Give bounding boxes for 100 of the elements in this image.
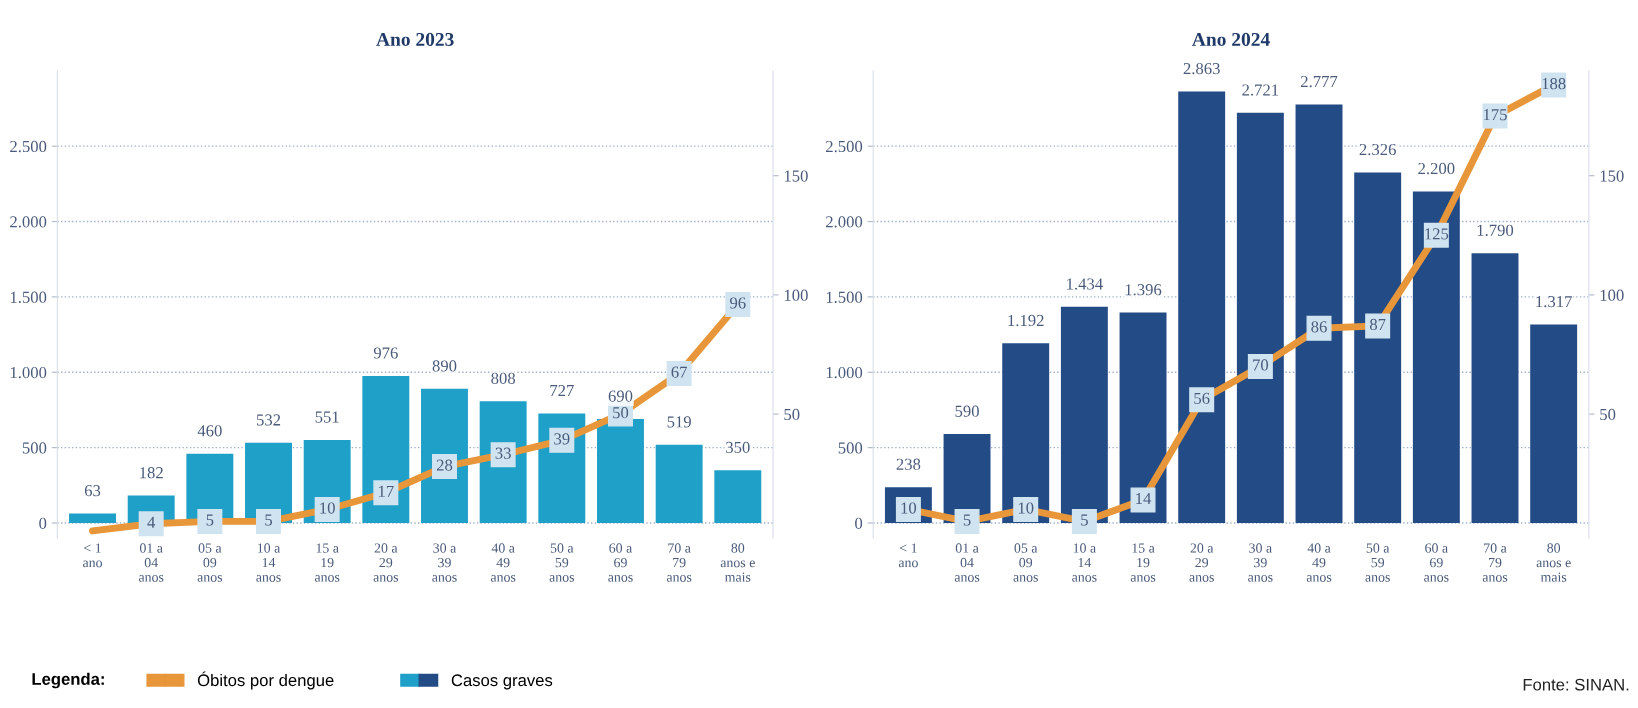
data-label: 70 — [1253, 359, 1269, 371]
data-label: 67 — [671, 366, 687, 378]
x-tick-label: 60 a 69 anos — [1424, 543, 1449, 582]
data-label: 56 — [1194, 392, 1210, 404]
data-label: 39 — [554, 433, 570, 445]
x-tick-label: 20 a 29 anos — [373, 543, 399, 582]
y-tick-label: 500 — [22, 442, 47, 454]
bar — [1060, 306, 1108, 524]
bar — [1295, 104, 1343, 524]
data-label: 5 — [1081, 514, 1088, 526]
data-label: 1.192 — [1008, 314, 1044, 327]
x-tick-label: 20 a 29 anos — [1189, 543, 1214, 582]
data-label: 5 — [206, 514, 214, 526]
data-label: 5 — [265, 514, 273, 526]
data-label: 96 — [730, 297, 746, 309]
data-label: 182 — [140, 467, 163, 479]
data-label: 125 — [1425, 228, 1449, 240]
x-tick-label: 01 a 04 anos — [954, 543, 980, 582]
data-label: 86 — [1311, 321, 1327, 333]
data-label: 33 — [495, 447, 511, 459]
x-tick-label: 60 a 69 anos — [608, 543, 633, 582]
data-label: 690 — [608, 390, 633, 402]
data-label: 5 — [963, 514, 971, 526]
x-tick-label: 40 a 49 anos — [1306, 543, 1332, 582]
data-label: 10 — [320, 502, 335, 514]
x-tick-label: < 1 ano — [82, 543, 103, 568]
data-label: 1.434 — [1067, 278, 1103, 290]
y-tick-label: 1.000 — [826, 366, 863, 379]
data-label: 28 — [436, 459, 453, 471]
y-tick-label: 0 — [855, 517, 863, 529]
y2-tick-label: 150 — [1600, 170, 1624, 182]
chart-title: Ano 2024 — [1192, 32, 1270, 46]
bar — [1412, 191, 1460, 524]
legend-label: Óbitos por dengue — [197, 671, 334, 690]
bar — [1354, 172, 1402, 524]
y-tick-label: 2.000 — [10, 216, 47, 228]
y2-tick-label: 50 — [784, 408, 800, 421]
data-label: 976 — [373, 347, 398, 359]
data-label: 532 — [256, 414, 281, 426]
data-label: 17 — [378, 485, 394, 497]
bar — [1530, 324, 1578, 524]
x-tick-label: 40 a 49 anos — [490, 543, 516, 582]
y2-tick-label: 100 — [784, 289, 808, 301]
data-label: 1.317 — [1536, 296, 1572, 308]
bar — [655, 444, 703, 524]
y-tick-label: 1.500 — [826, 291, 863, 303]
y2-tick-label: 100 — [1600, 289, 1624, 301]
x-tick-label: 01 a 04 anos — [138, 543, 164, 582]
data-label: 519 — [667, 416, 691, 428]
bar — [1119, 312, 1167, 524]
data-label: 1.396 — [1125, 284, 1162, 296]
data-label: 175 — [1483, 109, 1507, 121]
x-tick-label: 50 a 59 anos — [1365, 543, 1390, 582]
data-label: 87 — [1369, 318, 1386, 331]
data-label: 238 — [896, 458, 921, 470]
y-tick-label: 500 — [838, 442, 863, 454]
bar — [1002, 343, 1050, 524]
legend-title: Legenda: — [32, 672, 104, 689]
x-tick-label: 15 a 19 anos — [1130, 543, 1156, 582]
data-label: 2.863 — [1183, 62, 1220, 75]
y2-tick-label: 150 — [784, 170, 808, 182]
data-label: 460 — [197, 425, 222, 437]
data-label: 2.200 — [1418, 162, 1455, 175]
x-tick-label: 15 a 19 anos — [314, 543, 340, 582]
bar — [714, 470, 762, 524]
data-label: 1.790 — [1477, 224, 1514, 236]
x-tick-label: 10 a 14 anos — [256, 543, 281, 582]
data-label: 890 — [432, 360, 457, 372]
x-tick-label: 10 a 14 anos — [1072, 543, 1097, 582]
x-tick-label: 30 a 39 anos — [432, 543, 457, 582]
data-label: 4 — [147, 516, 156, 528]
y-tick-label: 2.500 — [10, 140, 47, 153]
data-label: 551 — [315, 411, 339, 423]
data-label: 188 — [1542, 78, 1566, 90]
data-label: 808 — [491, 372, 516, 384]
y-tick-label: 1.000 — [10, 366, 47, 379]
x-tick-label: 30 a 39 anos — [1248, 543, 1273, 582]
x-tick-label: 70 a 79 anos — [666, 543, 692, 582]
y-tick-label: 2.500 — [826, 140, 863, 153]
bar — [1178, 91, 1226, 524]
y-tick-label: 1.500 — [10, 291, 47, 303]
data-label: 10 — [901, 502, 917, 514]
chart-title: Ano 2023 — [376, 32, 454, 46]
x-tick-label: < 1 ano — [898, 543, 918, 568]
legend-label: Casos graves — [451, 674, 553, 690]
data-label: 727 — [550, 384, 574, 396]
x-tick-label: 80 anos e mais — [1536, 543, 1571, 582]
x-tick-label: 05 a 09 anos — [1013, 543, 1038, 582]
data-label: 14 — [1136, 492, 1152, 504]
source-note: Fonte: SINAN. — [1523, 678, 1629, 691]
x-tick-label: 50 a 59 anos — [549, 543, 575, 582]
data-label: 50 — [613, 407, 629, 419]
data-label: 590 — [955, 405, 979, 417]
bar — [1236, 112, 1284, 524]
x-tick-label: 05 a 09 anos — [197, 543, 223, 582]
bar — [69, 513, 116, 524]
data-label: 2.721 — [1242, 84, 1279, 96]
bar — [1471, 253, 1519, 524]
data-label: 2.326 — [1359, 143, 1396, 156]
bar — [597, 419, 644, 524]
